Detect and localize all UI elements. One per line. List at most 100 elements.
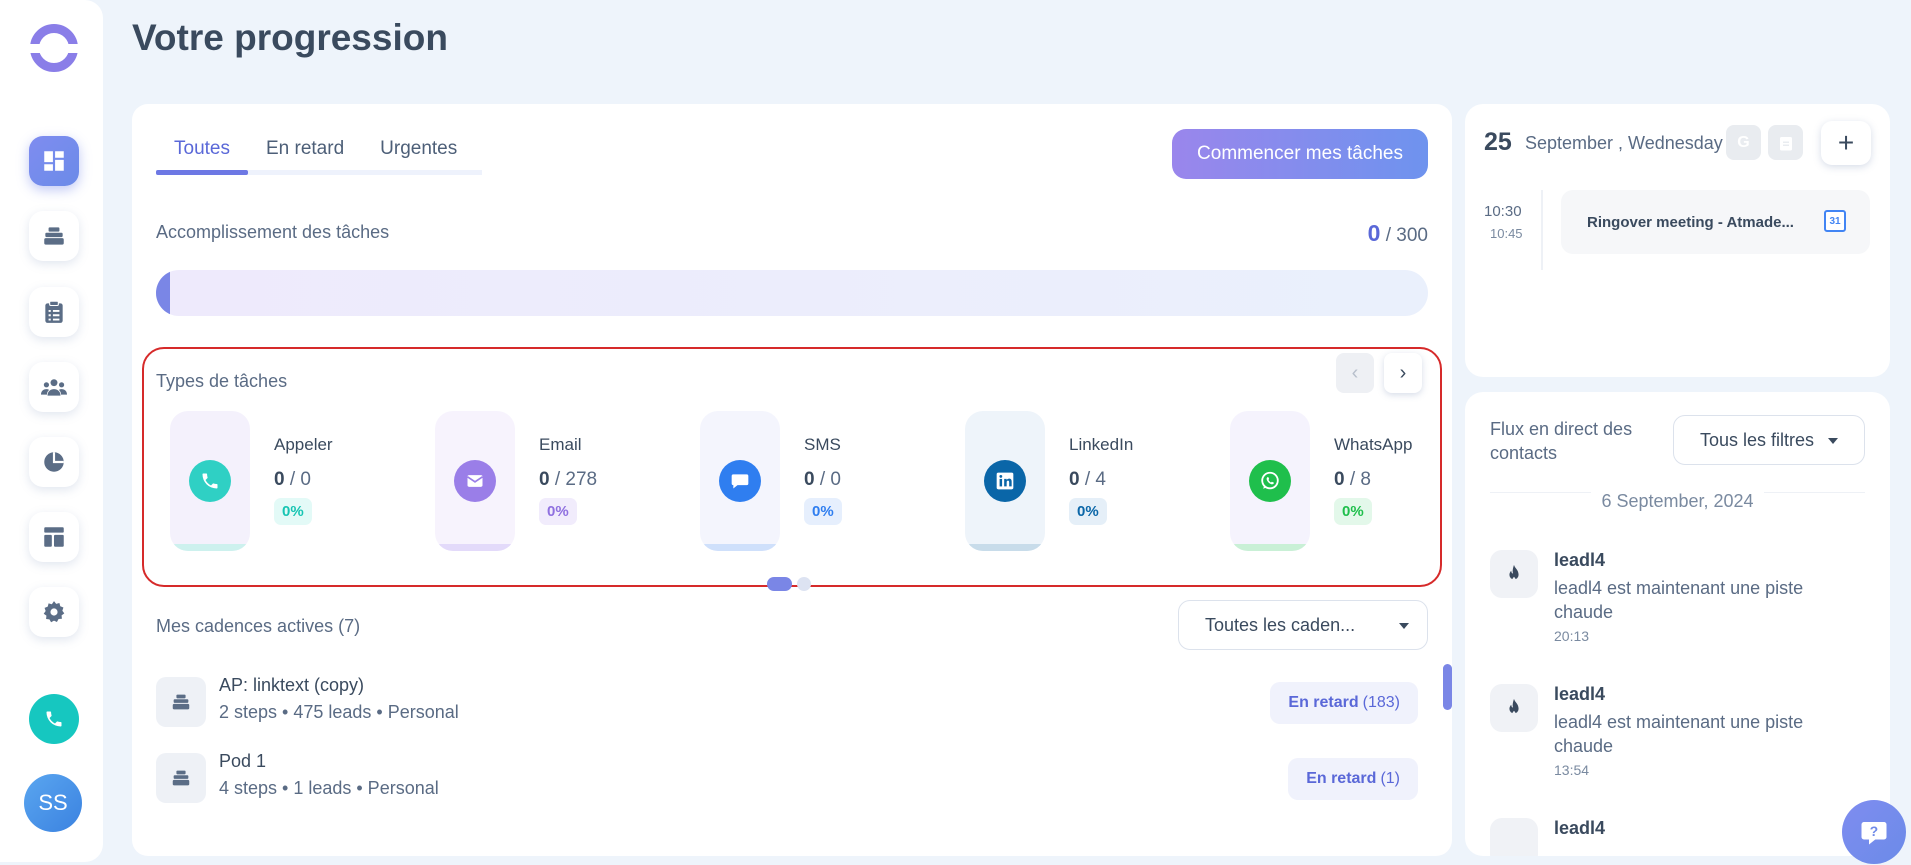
task-type-bar	[170, 544, 250, 551]
user-avatar[interactable]: SS	[24, 774, 82, 832]
nav-dashboard[interactable]	[29, 136, 79, 186]
late-label: En retard	[1306, 770, 1377, 787]
feed-filter-value: Tous les filtres	[1700, 430, 1815, 450]
task-type-count: 0 / 4	[1069, 469, 1106, 491]
scrollbar-thumb[interactable]	[1443, 664, 1452, 710]
clipboard-icon[interactable]	[1768, 125, 1803, 160]
tab-en-retard[interactable]: En retard	[265, 138, 345, 159]
clipboard-icon	[45, 300, 63, 323]
start-tasks-button[interactable]: Commencer mes tâches	[1172, 129, 1428, 179]
event-end-time: 10:45	[1490, 226, 1523, 241]
task-type-bar	[435, 544, 515, 551]
nav-cadences[interactable]	[29, 211, 79, 261]
timeline-divider	[1541, 190, 1543, 270]
late-tasks-button[interactable]: En retard (1)	[1288, 758, 1418, 800]
task-type-sms[interactable]: SMS 0 / 0 0%	[700, 411, 950, 551]
calendar-event[interactable]: Ringover meeting - Atmade... 31	[1561, 190, 1870, 254]
carousel-pagination	[767, 577, 811, 591]
caret-down-icon	[1828, 438, 1838, 444]
task-type-icon-card	[435, 411, 515, 551]
feed-contact-name: leadl4	[1554, 818, 1606, 838]
feed-date-divider: 6 September, 2024	[1490, 491, 1865, 514]
nav-analytics[interactable]	[29, 437, 79, 487]
agenda-day: 25	[1484, 128, 1512, 156]
add-event-button[interactable]: +	[1821, 121, 1871, 165]
feed-time: 20:13	[1554, 628, 1590, 644]
task-type-total: / 278	[554, 469, 598, 490]
task-type-icon-card	[1230, 411, 1310, 551]
help-button[interactable]: ?	[1842, 800, 1906, 864]
tab-toutes[interactable]: Toutes	[156, 138, 248, 175]
linkedin-icon	[984, 460, 1026, 502]
layout-icon	[44, 527, 64, 547]
fire-icon	[1490, 818, 1538, 856]
nav-contacts[interactable]	[29, 362, 79, 412]
nav-tasks[interactable]	[29, 287, 79, 337]
nav-templates[interactable]	[29, 512, 79, 562]
accomplishment-progress-bar	[156, 270, 1428, 316]
accomplishment-done: 0	[1367, 220, 1381, 246]
carousel-next-button[interactable]: ›	[1384, 353, 1422, 393]
chat-icon	[719, 460, 761, 502]
feed-time: 13:54	[1554, 762, 1590, 778]
feed-label: Flux en direct des contacts	[1490, 419, 1633, 463]
task-types-label: Types de tâches	[156, 371, 288, 391]
task-type-total: / 8	[1349, 469, 1371, 490]
call-button[interactable]	[29, 694, 79, 744]
carousel-prev-button[interactable]: ‹	[1336, 353, 1374, 393]
task-type-done: 0	[274, 469, 285, 490]
accomplishment-label: Accomplissement des tâches	[156, 222, 390, 242]
gear-icon	[43, 601, 65, 623]
task-tabs: Toutes En retard Urgentes	[156, 138, 482, 175]
carousel-dot-1[interactable]	[767, 577, 792, 591]
task-type-name: Appeler	[274, 435, 333, 454]
late-count: (1)	[1380, 770, 1400, 787]
agenda-card: 25 September , Wednesday G + 10:30 10:45…	[1465, 104, 1890, 377]
cadence-title: AP: linktext (copy)	[219, 675, 365, 695]
phone-icon	[189, 460, 231, 502]
task-type-percent: 0%	[804, 498, 842, 525]
task-type-percent: 0%	[539, 498, 577, 525]
carousel-dot-2[interactable]	[797, 577, 811, 591]
app-logo	[27, 24, 81, 72]
task-type-bar	[1230, 544, 1310, 551]
task-type-percent: 0%	[1334, 498, 1372, 525]
cadence-row[interactable]: Pod 1 4 steps • 1 leads • Personal En re…	[156, 746, 1428, 806]
caret-down-icon	[1399, 623, 1409, 629]
feed-contact-name: leadl4	[1554, 550, 1606, 570]
task-type-count: 0 / 0	[804, 469, 841, 491]
task-type-whatsapp[interactable]: WhatsApp 0 / 8 0%	[1230, 411, 1480, 551]
cadences-label: Mes cadences actives (7)	[156, 616, 361, 636]
late-tasks-button[interactable]: En retard (183)	[1270, 682, 1418, 724]
cadence-title: Pod 1	[219, 751, 267, 771]
layers-icon	[44, 227, 64, 245]
late-label: En retard	[1288, 694, 1359, 711]
cadence-subtitle: 2 steps • 475 leads • Personal	[219, 702, 459, 722]
cadences-filter-select[interactable]: Toutes les caden...	[1178, 600, 1428, 650]
task-type-email[interactable]: Email 0 / 278 0%	[435, 411, 685, 551]
task-type-appeler[interactable]: Appeler 0 / 0 0%	[170, 411, 420, 551]
feed-filter-select[interactable]: Tous les filtres	[1673, 415, 1865, 465]
svg-text:?: ?	[1870, 824, 1878, 839]
nav-settings[interactable]	[29, 587, 79, 637]
chevron-right-icon: ›	[1399, 361, 1407, 384]
task-type-done: 0	[804, 469, 815, 490]
task-type-percent: 0%	[1069, 498, 1107, 525]
cadences-filter-value: Toutes les caden...	[1205, 615, 1356, 635]
layers-icon	[156, 753, 206, 803]
task-type-count: 0 / 8	[1334, 469, 1371, 491]
fire-icon	[1490, 684, 1538, 732]
pie-chart-icon	[44, 452, 64, 472]
phone-icon	[46, 711, 62, 727]
tab-urgentes[interactable]: Urgentes	[380, 138, 458, 159]
task-type-total: / 0	[819, 469, 841, 490]
layers-icon	[156, 677, 206, 727]
event-start-time: 10:30	[1484, 203, 1522, 220]
plus-icon: +	[1837, 127, 1855, 158]
task-type-name: SMS	[804, 435, 841, 454]
task-type-linkedin[interactable]: LinkedIn 0 / 4 0%	[965, 411, 1215, 551]
google-icon[interactable]: G	[1726, 125, 1761, 160]
late-count: (183)	[1362, 694, 1400, 711]
cadence-row[interactable]: AP: linktext (copy) 2 steps • 475 leads …	[156, 670, 1428, 730]
task-type-name: Email	[539, 435, 582, 454]
